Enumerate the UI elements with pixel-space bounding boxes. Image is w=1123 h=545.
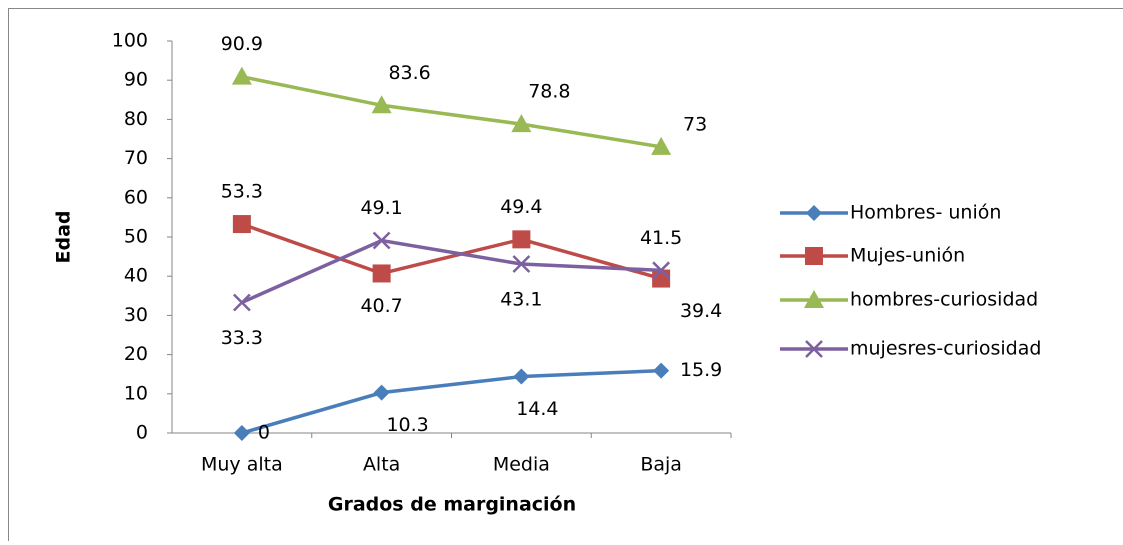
legend-label: Mujes-unión <box>850 245 965 267</box>
marker <box>805 247 823 265</box>
legend-label: mujesres-curiosidad <box>850 338 1041 360</box>
x-tick-label: Alta <box>363 454 400 476</box>
data-label: 73 <box>683 113 707 135</box>
marker <box>373 264 391 282</box>
marker <box>232 67 252 85</box>
data-label: 83.6 <box>388 62 430 84</box>
data-label: 0 <box>258 422 270 444</box>
data-label: 43.1 <box>500 289 542 311</box>
marker <box>512 230 530 248</box>
y-tick-label: 60 <box>124 186 148 208</box>
y-tick-label: 30 <box>124 304 148 326</box>
marker <box>233 215 251 233</box>
data-label: 49.4 <box>500 196 542 218</box>
data-label: 39.4 <box>680 300 722 322</box>
y-tick-label: 90 <box>124 69 148 91</box>
y-tick-label: 40 <box>124 265 148 287</box>
y-tick-label: 80 <box>124 108 148 130</box>
y-tick-label: 100 <box>112 30 148 52</box>
data-label: 33.3 <box>221 327 263 349</box>
data-label: 49.1 <box>360 197 402 219</box>
data-label: 14.4 <box>516 398 558 420</box>
y-axis-title: Edad <box>53 210 75 263</box>
y-tick-label: 50 <box>124 226 148 248</box>
marker <box>653 363 669 379</box>
data-label: 53.3 <box>221 181 263 203</box>
y-tick-label: 20 <box>124 343 148 365</box>
x-tick-label: Muy alta <box>201 454 283 476</box>
y-tick-label: 70 <box>124 147 148 169</box>
marker <box>513 369 529 385</box>
y-tick-label: 0 <box>136 422 148 444</box>
data-label: 41.5 <box>640 227 682 249</box>
y-tick-label: 10 <box>124 382 148 404</box>
marker <box>374 385 390 401</box>
legend-label: Hombres- unión <box>850 202 1001 224</box>
series-line <box>242 371 661 433</box>
data-label: 15.9 <box>680 359 722 381</box>
data-label: 90.9 <box>221 33 263 55</box>
series-line <box>242 241 661 303</box>
data-label: 40.7 <box>360 295 402 317</box>
data-label: 10.3 <box>386 414 428 436</box>
marker <box>234 425 250 441</box>
legend-label: hombres-curiosidad <box>850 289 1038 311</box>
x-axis-title: Grados de marginación <box>328 494 576 516</box>
marker <box>234 294 250 310</box>
series-line <box>242 77 661 147</box>
x-tick-label: Media <box>493 454 550 476</box>
marker <box>806 205 822 221</box>
x-tick-label: Baja <box>640 454 682 476</box>
marker <box>652 270 670 288</box>
data-label: 78.8 <box>528 81 570 103</box>
